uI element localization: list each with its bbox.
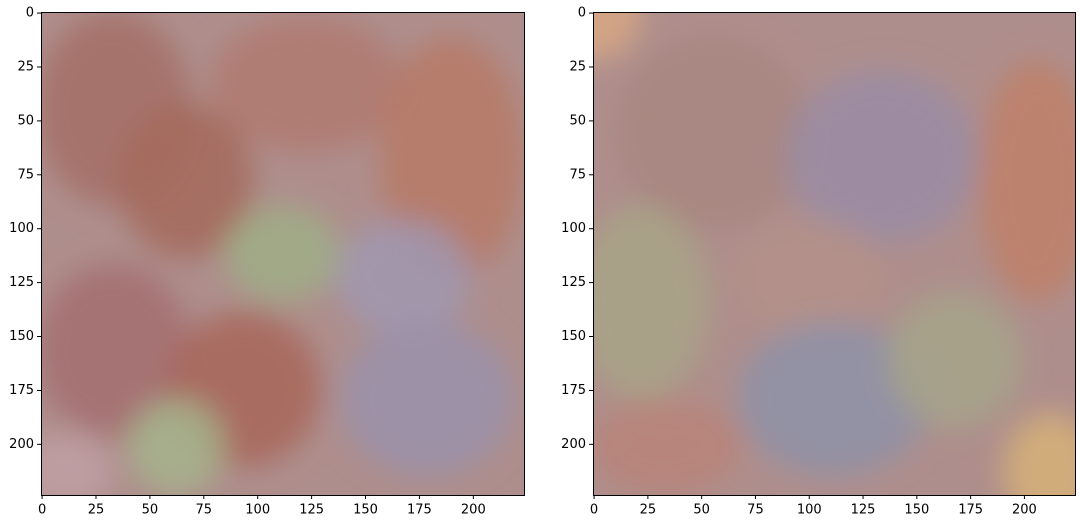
- x-tick-label: 75: [196, 503, 213, 518]
- x-tick-label: 50: [693, 503, 710, 518]
- image-region: [732, 219, 888, 336]
- x-tick-label: 125: [851, 503, 876, 518]
- x-tick-label: 200: [1012, 503, 1037, 518]
- x-tick-label: 100: [245, 503, 270, 518]
- x-tick-label: 200: [461, 503, 486, 518]
- x-tick-label: 25: [640, 503, 657, 518]
- y-tick-label: 50: [569, 113, 586, 128]
- y-tick-label: 25: [17, 59, 34, 74]
- x-tick-label: 50: [142, 503, 159, 518]
- image-texture: [41, 12, 524, 495]
- image-region: [379, 36, 524, 278]
- x-tick-label: 150: [904, 503, 929, 518]
- image-region: [593, 398, 743, 495]
- y-tick-label: 125: [9, 275, 34, 290]
- y-tick-label: 175: [561, 383, 586, 398]
- y-tick-label: 0: [26, 6, 34, 21]
- y-tick-label: 200: [9, 437, 34, 452]
- x-tick-label: 25: [88, 503, 105, 518]
- y-tick-label: 25: [569, 59, 586, 74]
- x-tick-label: 175: [407, 503, 432, 518]
- axes-frame: [593, 12, 1076, 496]
- axes: 0 25 50 75 100 125 150 175 200 0 25 50 75 100 125 150 17…: [9, 6, 525, 518]
- y-tick-label: 75: [17, 167, 34, 182]
- image: [593, 12, 1075, 495]
- y-tick-label: 75: [569, 167, 586, 182]
- image-region: [118, 103, 254, 259]
- y-tick-label: 0: [578, 6, 586, 21]
- y-tick-label: 100: [561, 221, 586, 236]
- y-tick-label: 50: [17, 113, 34, 128]
- image-region: [617, 36, 810, 230]
- y-tick-label: 150: [561, 329, 586, 344]
- image-region: [41, 432, 114, 495]
- image-region: [593, 205, 709, 399]
- x-tick-label: 0: [590, 503, 598, 518]
- y-tick-label: 125: [561, 275, 586, 290]
- y-tick-label: 175: [9, 383, 34, 398]
- image: [41, 12, 524, 495]
- image-texture: [593, 12, 1075, 495]
- x-tick-label: 75: [747, 503, 764, 518]
- image-region: [224, 205, 341, 302]
- y-tick-label: 150: [9, 329, 34, 344]
- x-tick-label: 100: [797, 503, 822, 518]
- image-region: [593, 12, 642, 61]
- x-tick-label: 0: [38, 503, 46, 518]
- image-region: [210, 16, 404, 153]
- axes: 0 25 50 75 100 125 150 175 200 0 25 50 75 100 125 150 17…: [561, 6, 1076, 518]
- x-tick-label: 125: [299, 503, 324, 518]
- x-tick-label: 150: [353, 503, 378, 518]
- image-region: [785, 69, 979, 244]
- image-region: [340, 321, 515, 476]
- y-tick-label: 200: [561, 437, 586, 452]
- x-tick-label: 175: [958, 503, 983, 518]
- image-region: [737, 321, 931, 476]
- image-region: [41, 263, 191, 438]
- image-region: [887, 292, 1022, 428]
- image-region: [127, 398, 225, 495]
- image-region: [978, 60, 1075, 302]
- y-tick-label: 100: [9, 221, 34, 236]
- image-region: [1002, 412, 1075, 495]
- axes-frame: [41, 12, 525, 496]
- image-region: [335, 219, 471, 336]
